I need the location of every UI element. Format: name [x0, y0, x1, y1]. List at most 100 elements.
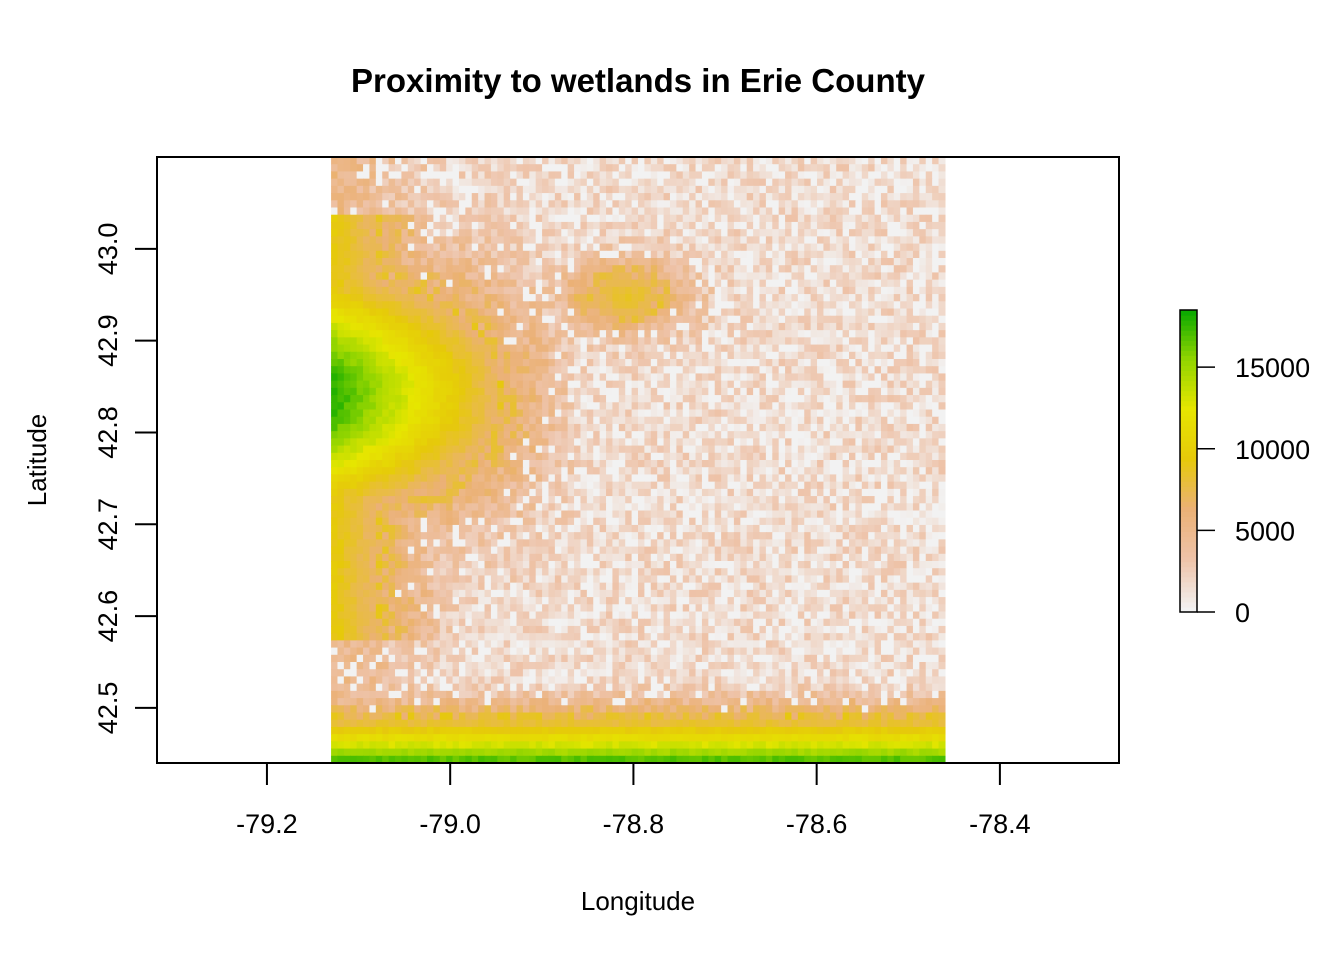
raster-cell — [439, 524, 447, 533]
raster-cell — [625, 474, 633, 483]
raster-cell — [804, 157, 812, 165]
raster-cell — [810, 243, 818, 252]
raster-cell — [823, 337, 831, 346]
raster-cell — [484, 409, 492, 418]
raster-cell — [893, 460, 901, 468]
raster-cell — [529, 178, 537, 187]
raster-cell — [407, 524, 415, 533]
raster-cell — [458, 171, 466, 180]
raster-cell — [503, 488, 511, 497]
raster-cell — [471, 431, 479, 439]
raster-cell — [701, 265, 709, 274]
raster-cell — [912, 409, 920, 418]
raster-cell — [535, 467, 543, 476]
raster-cell — [906, 452, 914, 461]
raster-cell — [650, 344, 658, 353]
raster-cell — [433, 460, 441, 468]
raster-cell — [765, 157, 773, 165]
raster-cell — [535, 200, 543, 209]
raster-cell — [932, 185, 940, 194]
raster-cell — [363, 330, 371, 338]
raster-cell — [740, 423, 748, 432]
raster-cell — [586, 467, 594, 476]
raster-cell — [810, 294, 818, 302]
raster-cell — [574, 330, 582, 338]
raster-cell — [388, 279, 396, 288]
raster-cell — [836, 294, 844, 302]
raster-cell — [529, 301, 537, 310]
raster-cell — [439, 438, 447, 447]
raster-cell — [708, 214, 716, 223]
raster-cell — [465, 387, 473, 396]
raster-cell — [343, 380, 351, 389]
raster-cell — [855, 243, 863, 252]
raster-cell — [586, 460, 594, 468]
raster-cell — [503, 193, 511, 201]
raster-cell — [599, 171, 607, 180]
raster-cell — [880, 294, 888, 302]
raster-cell — [401, 337, 409, 346]
raster-cell — [407, 207, 415, 216]
raster-cell — [599, 409, 607, 418]
raster-cell — [426, 229, 434, 237]
raster-cell — [542, 272, 550, 281]
raster-cell — [522, 214, 530, 223]
raster-cell — [650, 445, 658, 454]
raster-cell — [676, 185, 684, 194]
raster-cell — [612, 488, 620, 497]
raster-cell — [574, 193, 582, 201]
raster-cell — [375, 250, 383, 259]
raster-cell — [542, 431, 550, 439]
raster-cell — [586, 171, 594, 180]
raster-cell — [574, 517, 582, 526]
raster-cell — [868, 460, 876, 468]
raster-cell — [599, 467, 607, 476]
raster-cell — [861, 431, 869, 439]
raster-cell — [363, 481, 371, 490]
raster-cell — [938, 221, 946, 230]
raster-cell — [855, 185, 863, 194]
raster-cell — [849, 171, 856, 180]
raster-cell — [369, 171, 377, 180]
raster-cell — [650, 272, 658, 281]
raster-cell — [484, 164, 492, 173]
raster-cell — [593, 351, 601, 360]
raster-cell — [452, 193, 460, 201]
raster-cell — [593, 286, 601, 295]
raster-cell — [714, 524, 722, 533]
raster-cell — [625, 207, 633, 216]
raster-cell — [708, 460, 716, 468]
raster-cell — [721, 517, 729, 526]
raster-cell — [855, 438, 863, 447]
raster-cell — [900, 452, 908, 461]
raster-cell — [574, 452, 582, 461]
raster-cell — [401, 171, 409, 180]
raster-cell — [331, 431, 339, 439]
raster-cell — [356, 157, 364, 165]
raster-cell — [695, 488, 703, 497]
raster-cell — [861, 272, 869, 281]
raster-cell — [529, 164, 537, 173]
raster-cell — [701, 387, 709, 396]
raster-cell — [337, 387, 345, 396]
raster-cell — [426, 503, 434, 512]
raster-cell — [382, 460, 390, 468]
raster-cell — [817, 380, 825, 389]
raster-cell — [823, 481, 831, 490]
raster-cell — [695, 171, 703, 180]
raster-cell — [695, 402, 703, 411]
raster-cell — [874, 207, 882, 216]
raster-cell — [912, 344, 920, 353]
raster-cell — [567, 409, 575, 418]
raster-cell — [516, 330, 524, 338]
raster-cell — [932, 221, 940, 230]
raster-cell — [420, 366, 428, 375]
raster-cell — [919, 337, 927, 346]
raster-cell — [855, 258, 863, 266]
raster-cell — [829, 322, 837, 331]
raster-cell — [817, 445, 825, 454]
raster-cell — [855, 467, 863, 476]
raster-cell — [363, 236, 371, 245]
raster-cell — [522, 243, 530, 252]
raster-cell — [746, 164, 754, 173]
